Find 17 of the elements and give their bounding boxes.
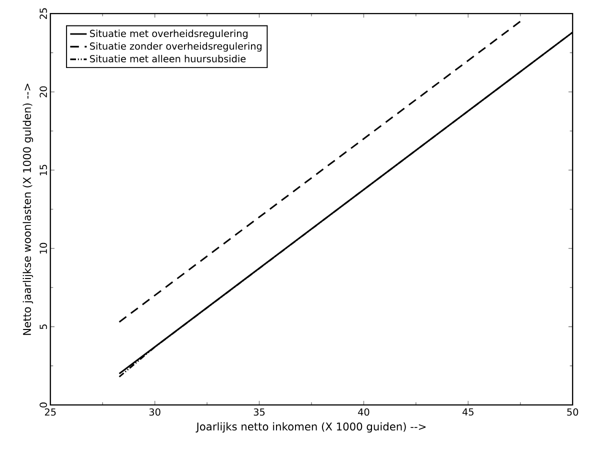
y-tick-label: 5 [40,324,47,329]
y-tick-label: 25 [40,8,47,19]
y-tick-label: 0 [40,402,47,408]
y-tick-label: 20 [40,86,47,98]
y-axis-title: Netto jaarlijkse woonlasten (X 1000 gulden) --> [22,84,34,335]
x-tick-label: 30 [149,408,160,416]
x-tick-label: 25 [44,408,56,416]
legend-label: Situatie met overheidsregulering [90,29,248,39]
x-tick-label: 40 [358,408,370,416]
x-tick-label: 45 [462,408,474,416]
y-tick-label: 15 [40,164,47,175]
x-tick-label: 35 [254,408,265,416]
legend-label: Situatie zonder overheidsregulering [90,42,262,52]
x-axis-title: Joarlijks netto inkomen (X 1000 guiden) --> [196,422,426,432]
x-tick-label: 50 [567,408,578,416]
legend-label: Situatie met alleen huursubsidie [90,54,246,62]
y-tick-label: 10 [40,242,47,254]
